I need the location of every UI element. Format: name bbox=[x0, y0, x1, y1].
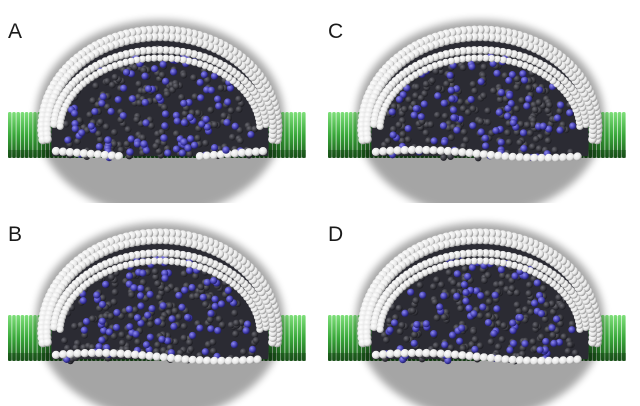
vesicle-render-a bbox=[8, 20, 306, 203]
lipid-shell bbox=[37, 228, 283, 366]
panel-d: D bbox=[320, 203, 640, 406]
panel-label-b: B bbox=[8, 223, 23, 246]
panel-label-c: C bbox=[328, 20, 344, 43]
panel-label-a: A bbox=[8, 20, 23, 43]
lipid-shell bbox=[37, 25, 283, 161]
vesicle-render-c bbox=[328, 20, 626, 203]
panel-b: B bbox=[0, 203, 320, 406]
panel-label-d: D bbox=[328, 223, 344, 246]
vesicle-render-d bbox=[328, 223, 626, 406]
vesicle-render-b bbox=[8, 223, 306, 406]
lipid-shell bbox=[357, 228, 603, 366]
lipid-shell bbox=[357, 25, 603, 163]
panel-c: C bbox=[320, 0, 640, 203]
panel-a: A bbox=[0, 0, 320, 203]
escaping-solutes bbox=[104, 134, 230, 156]
